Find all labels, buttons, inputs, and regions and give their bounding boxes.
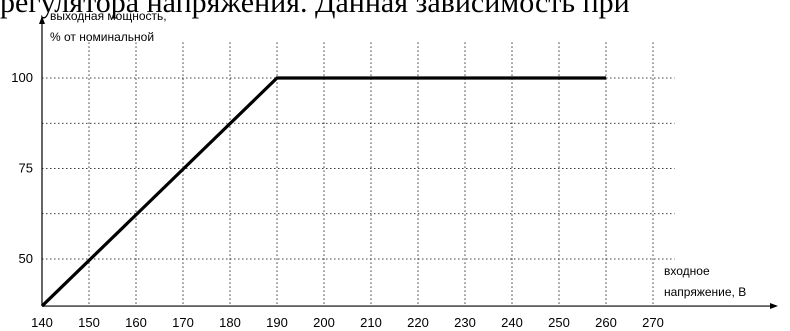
x-axis-title-line1: входное	[664, 264, 710, 278]
x-tick-label: 220	[407, 315, 429, 330]
x-axis-arrow	[770, 303, 778, 310]
series	[40, 76, 606, 308]
x-tick-label: 170	[172, 315, 194, 330]
grid	[42, 42, 675, 307]
x-tick-label: 180	[219, 315, 241, 330]
y-tick-label: 75	[19, 161, 33, 176]
y-axis-arrow	[39, 16, 45, 24]
x-tick-label: 250	[548, 315, 570, 330]
series-line	[40, 76, 606, 308]
page-caption-text: регулятора напряжения. Данная зависимост…	[0, 0, 630, 19]
tick-labels: 140 150 160 170 180 190 200 210 220 230 240 250 260 2…	[11, 70, 664, 330]
x-tick-label: 210	[360, 315, 382, 330]
x-tick-label: 140	[31, 315, 53, 330]
y-axis-title-line2: % от номинальной	[50, 30, 154, 44]
x-tick-label: 160	[125, 315, 147, 330]
y-tick-label: 100	[11, 70, 33, 85]
x-tick-label: 230	[454, 315, 476, 330]
x-tick-label: 270	[642, 315, 664, 330]
y-axis-title-line1: выходная мощность,	[50, 9, 167, 23]
x-tick-label: 190	[266, 315, 288, 330]
x-tick-label: 200	[313, 315, 335, 330]
x-axis-title-line2: напряжение, В	[664, 285, 746, 299]
axes	[39, 16, 778, 310]
x-tick-label: 150	[78, 315, 100, 330]
x-tick-label: 260	[595, 315, 617, 330]
axis-titles: выходная мощность, % от номинальной вход…	[50, 9, 746, 299]
x-tick-label: 240	[501, 315, 523, 330]
y-tick-label: 50	[19, 251, 33, 266]
